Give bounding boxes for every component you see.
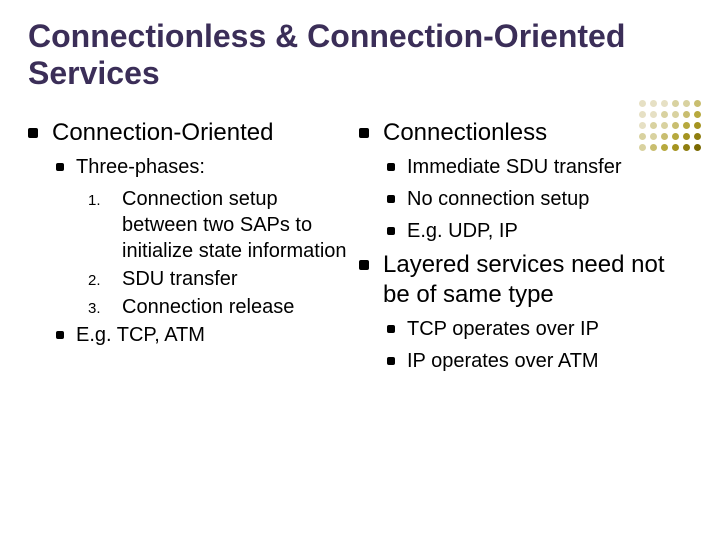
content-columns: Connection-Oriented Three-phases: 1. Con… xyxy=(28,116,692,380)
deco-dot xyxy=(661,144,668,151)
deco-dot xyxy=(661,100,668,107)
bullet-square-icon xyxy=(387,195,395,203)
deco-dot xyxy=(639,111,646,118)
left-num1-row: 1. Connection setup between two SAPs to … xyxy=(88,186,351,264)
deco-dot xyxy=(672,100,679,107)
left-sub1: Three-phases: xyxy=(76,154,205,180)
deco-dot xyxy=(672,144,679,151)
deco-dot xyxy=(650,111,657,118)
deco-dot xyxy=(672,133,679,140)
right-item-1b-text: No connection setup xyxy=(407,186,589,212)
right-item-1a: Immediate SDU transfer xyxy=(387,154,682,180)
bullet-square-icon xyxy=(56,163,64,171)
deco-dot xyxy=(639,100,646,107)
deco-dot xyxy=(650,100,657,107)
deco-dot xyxy=(672,122,679,129)
deco-dot xyxy=(639,133,646,140)
right-item-2a: TCP operates over IP xyxy=(387,316,682,342)
right-column: Connectionless Immediate SDU transfer No… xyxy=(359,116,692,380)
bullet-square-icon xyxy=(28,128,38,138)
deco-dot xyxy=(694,111,701,118)
left-heading-row: Connection-Oriented xyxy=(28,118,351,148)
left-sub2: E.g. TCP, ATM xyxy=(76,322,205,348)
deco-dot xyxy=(694,122,701,129)
left-num3-text: Connection release xyxy=(122,294,351,320)
left-sub1-row: Three-phases: xyxy=(56,154,351,180)
decorative-dot-grid xyxy=(639,100,702,152)
right-item-2b-text: IP operates over ATM xyxy=(407,348,599,374)
right-item-1b: No connection setup xyxy=(387,186,682,212)
right-item-1c: E.g. UDP, IP xyxy=(387,218,682,244)
bullet-square-icon xyxy=(359,128,369,138)
deco-dot xyxy=(661,122,668,129)
list-number-2: 2. xyxy=(88,266,122,290)
deco-dot xyxy=(694,144,701,151)
deco-dot xyxy=(672,111,679,118)
deco-dot xyxy=(650,122,657,129)
left-heading: Connection-Oriented xyxy=(52,118,273,148)
right-item-2b: IP operates over ATM xyxy=(387,348,682,374)
slide: Connectionless & Connection-Oriented Ser… xyxy=(0,0,720,540)
left-sub2-row: E.g. TCP, ATM xyxy=(56,322,351,348)
deco-dot xyxy=(683,111,690,118)
left-num3-row: 3. Connection release xyxy=(88,294,351,320)
deco-dot xyxy=(650,133,657,140)
deco-dot xyxy=(694,100,701,107)
right-heading2-row: Layered services need not be of same typ… xyxy=(359,250,682,310)
right-heading1: Connectionless xyxy=(383,118,547,148)
right-item-1a-text: Immediate SDU transfer xyxy=(407,154,622,180)
bullet-square-icon xyxy=(387,357,395,365)
right-item-1c-text: E.g. UDP, IP xyxy=(407,218,518,244)
deco-dot xyxy=(661,133,668,140)
bullet-square-icon xyxy=(387,163,395,171)
slide-title: Connectionless & Connection-Oriented Ser… xyxy=(28,18,692,92)
list-number-1: 1. xyxy=(88,186,122,210)
deco-dot xyxy=(650,144,657,151)
deco-dot xyxy=(694,133,701,140)
right-heading1-row: Connectionless xyxy=(359,118,682,148)
deco-dot xyxy=(639,144,646,151)
deco-dot xyxy=(683,100,690,107)
deco-dot xyxy=(683,122,690,129)
deco-dot xyxy=(661,111,668,118)
bullet-square-icon xyxy=(359,260,369,270)
deco-dot xyxy=(639,122,646,129)
left-num2-text: SDU transfer xyxy=(122,266,351,292)
list-number-3: 3. xyxy=(88,294,122,318)
deco-dot xyxy=(683,144,690,151)
right-heading2: Layered services need not be of same typ… xyxy=(383,250,682,310)
bullet-square-icon xyxy=(387,227,395,235)
right-item-2a-text: TCP operates over IP xyxy=(407,316,599,342)
bullet-square-icon xyxy=(56,331,64,339)
left-column: Connection-Oriented Three-phases: 1. Con… xyxy=(28,116,351,380)
left-num1-text: Connection setup between two SAPs to ini… xyxy=(122,186,351,264)
deco-dot xyxy=(683,133,690,140)
bullet-square-icon xyxy=(387,325,395,333)
left-num2-row: 2. SDU transfer xyxy=(88,266,351,292)
